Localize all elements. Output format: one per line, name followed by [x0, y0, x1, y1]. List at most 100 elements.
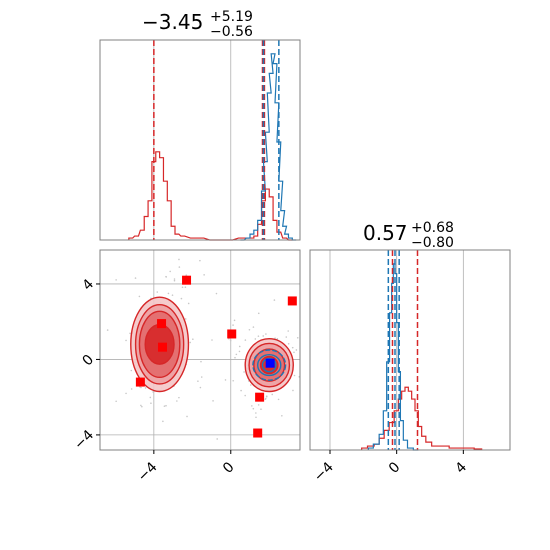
sample-point	[106, 329, 109, 331]
red-square-marker-6	[255, 392, 265, 402]
sample-point	[184, 318, 187, 320]
marginal-y-title-main: 0.57	[363, 221, 408, 245]
sample-point	[169, 270, 171, 273]
sample-point	[251, 405, 253, 407]
sample-point	[140, 404, 142, 407]
blue-square-marker-0	[265, 358, 275, 368]
sample-point	[200, 376, 203, 378]
marginal-y-title-sup: +0.68	[411, 220, 454, 236]
sample-point	[134, 277, 137, 279]
marginal-x-title-sub: −0.56	[210, 24, 253, 40]
blue-contour-0-0	[252, 349, 287, 381]
sample-point	[265, 395, 268, 398]
sample-point	[232, 324, 234, 326]
sample-point	[254, 338, 257, 340]
joint-panel: −4 0 −4 0 4	[71, 249, 301, 485]
sample-point	[180, 297, 183, 300]
marginal-y-xtick-label-1: 0	[386, 459, 404, 477]
sample-point	[186, 415, 188, 418]
red-square-marker-5	[135, 377, 145, 387]
sample-point	[273, 299, 276, 301]
sample-point	[144, 387, 147, 389]
marginal-x-title-main: −3.45	[142, 10, 203, 34]
marginal-y-frame	[309, 249, 511, 451]
sample-point	[277, 398, 280, 401]
sample-point	[255, 412, 257, 414]
sample-point	[150, 402, 152, 404]
sample-point	[281, 415, 283, 417]
sample-point	[255, 416, 257, 419]
sample-point	[293, 351, 295, 354]
marginal-y-xtick-label-0: −4	[311, 459, 337, 485]
blue-contour-0-1	[256, 354, 282, 377]
marginal-x-panel: −3.45 +5.19 −0.56	[99, 6, 301, 241]
sample-point	[163, 405, 166, 407]
sample-point	[215, 292, 218, 295]
red-square-marker-7	[253, 428, 263, 438]
sample-point	[130, 388, 133, 390]
sample-point	[287, 330, 290, 332]
sample-point	[176, 400, 178, 402]
sample-point	[229, 339, 232, 342]
sample-point	[265, 333, 267, 335]
sample-point	[296, 336, 299, 339]
joint-frame	[99, 249, 301, 451]
marginal-x-title: −3.45 +5.19 −0.56	[142, 6, 258, 40]
sample-point	[292, 389, 294, 392]
sample-point	[260, 408, 262, 411]
sample-point	[244, 394, 246, 397]
sample-point	[252, 407, 255, 410]
red-square-marker-3	[157, 319, 167, 329]
sample-point	[141, 405, 143, 408]
sample-point	[262, 335, 265, 337]
sample-point	[197, 380, 199, 382]
red-square-marker-2	[227, 329, 237, 339]
sample-point	[162, 420, 164, 423]
joint-ytick-label-1: 0	[80, 352, 98, 370]
sample-point	[238, 345, 241, 348]
sample-point	[152, 391, 154, 393]
sample-point	[233, 319, 236, 322]
sample-point	[125, 339, 127, 342]
histogram-step-red	[128, 151, 293, 241]
sample-point	[171, 294, 174, 296]
sample-point	[224, 379, 227, 381]
sample-point	[173, 279, 176, 282]
sample-point	[130, 369, 133, 372]
sample-point	[192, 338, 194, 341]
sample-point	[291, 346, 294, 349]
sample-point	[238, 350, 241, 353]
sample-point	[199, 259, 201, 262]
sample-point	[244, 339, 247, 341]
sample-point	[189, 341, 191, 344]
red-square-marker-4	[158, 342, 167, 352]
sample-point	[185, 274, 188, 276]
marginal-y-title: 0.57 +0.68 −0.80	[363, 217, 459, 251]
sample-point	[211, 339, 213, 341]
blue-contour-0-2	[261, 357, 277, 373]
marginal-y-histogram-blue	[367, 263, 419, 451]
sample-point	[257, 404, 260, 406]
sample-point	[138, 295, 141, 298]
sample-point	[125, 392, 127, 395]
marginal-y-panel: 0.57 +0.68 −0.80 −4 0 4	[309, 217, 511, 485]
sample-point	[199, 386, 202, 389]
sample-point	[234, 356, 236, 359]
sample-point	[187, 302, 190, 305]
sample-point	[257, 312, 260, 315]
sample-point	[149, 396, 152, 399]
sample-point	[235, 353, 238, 356]
sample-point	[115, 279, 117, 281]
sample-point	[200, 360, 202, 363]
sample-point	[165, 275, 167, 278]
sample-point	[287, 342, 290, 345]
sample-point	[178, 396, 180, 399]
sample-point	[264, 398, 267, 401]
joint-xtick-label-0: −4	[135, 459, 161, 485]
sample-point	[167, 292, 170, 295]
sample-point	[249, 384, 252, 386]
sample-point	[212, 400, 214, 402]
sample-point	[293, 374, 296, 377]
sample-point	[240, 389, 242, 392]
